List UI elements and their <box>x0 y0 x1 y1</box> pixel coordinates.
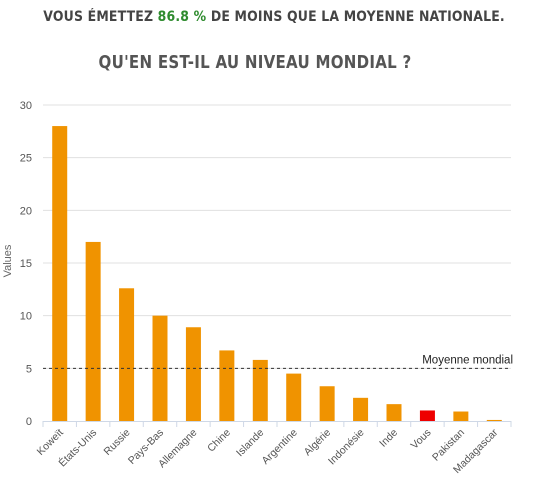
reference-line-label: Moyenne mondial <box>422 354 513 366</box>
x-tick-label: Algérie <box>302 427 334 459</box>
bar-13 <box>486 419 502 421</box>
x-tick-label: Inde <box>377 427 400 450</box>
bar-6 <box>252 359 268 421</box>
bar-9 <box>353 397 369 421</box>
x-tick-label: Koweït <box>35 427 66 458</box>
x-tick-label: Chine <box>205 427 233 455</box>
y-axis-title: Values <box>2 244 14 277</box>
x-tick-label: Russie <box>102 427 133 458</box>
bar-5 <box>219 350 235 421</box>
bar-2 <box>119 288 135 421</box>
bar-4 <box>185 327 201 421</box>
bar-10 <box>386 404 402 421</box>
headline-prefix: VOUS ÉMETTEZ <box>43 9 154 25</box>
bar-11 <box>419 410 435 421</box>
bar-1 <box>85 241 101 421</box>
y-tick-label: 30 <box>20 100 32 112</box>
subheading: QU'EN EST-IL AU NIVEAU MONDIAL ? <box>98 53 412 73</box>
bar-8 <box>319 386 335 421</box>
y-tick-label: 5 <box>26 363 32 375</box>
headline-value: 86.8 % <box>157 9 207 25</box>
bar-12 <box>453 411 469 421</box>
x-tick-label: Islande <box>234 427 267 460</box>
bar-7 <box>286 373 302 421</box>
y-tick-label: 15 <box>20 258 32 270</box>
headline: VOUS ÉMETTEZ 86.8 % DE MOINS QUE LA MOYE… <box>35 9 512 25</box>
y-tick-label: 20 <box>20 205 32 217</box>
y-tick-label: 10 <box>20 311 32 323</box>
x-tick-label: Argentine <box>260 427 300 467</box>
bar-0 <box>52 126 68 422</box>
x-tick-label: Indonésie <box>326 427 367 468</box>
y-tick-label: 25 <box>20 153 32 165</box>
x-tick-label: Vous <box>409 427 434 452</box>
y-tick-label: 0 <box>26 416 32 428</box>
headline-suffix: DE MOINS QUE LA MOYENNE NATIONALE. <box>210 9 505 25</box>
